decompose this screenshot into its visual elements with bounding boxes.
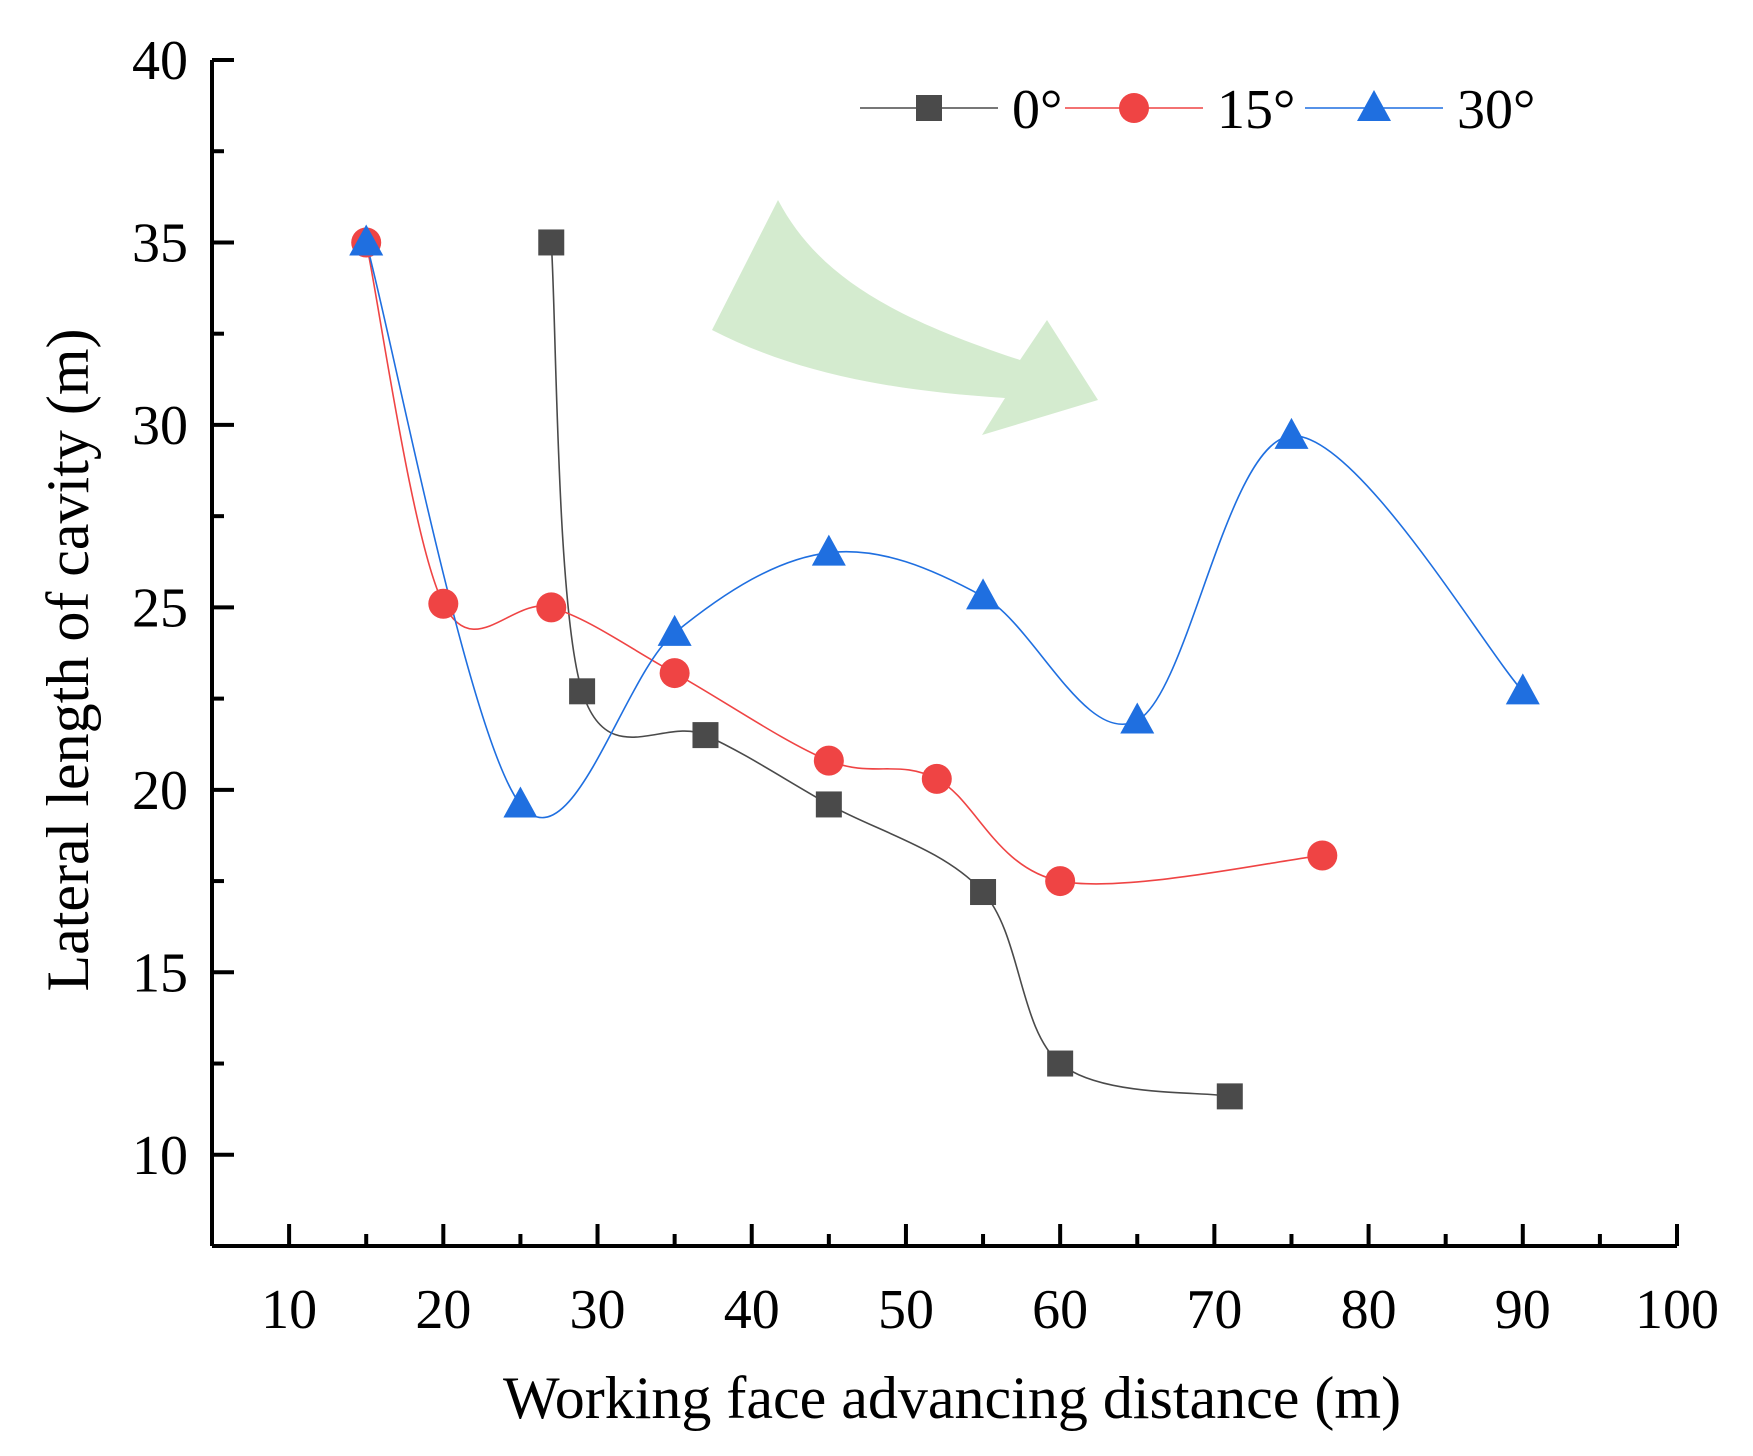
y-tick-label: 40 <box>132 30 188 92</box>
data-point-circle <box>1045 866 1076 897</box>
y-tick-label: 10 <box>132 1125 188 1187</box>
axes: 10 20 30 40 50 60 70 80 90 100 10 15 20 25 30 35 40 <box>132 30 1719 1341</box>
x-tick-label: 30 <box>570 1279 626 1341</box>
x-tick-label: 50 <box>878 1279 934 1341</box>
data-point-square <box>569 678 596 705</box>
data-point-circle <box>659 658 690 689</box>
x-tick-label: 60 <box>1032 1279 1088 1341</box>
legend-marker-circle <box>1119 93 1149 123</box>
curved-arrow-icon <box>712 200 1098 435</box>
data-point-triangle <box>503 786 538 818</box>
x-tick-label: 80 <box>1341 1279 1397 1341</box>
data-point-square <box>692 722 719 749</box>
data-markers <box>349 224 1540 1110</box>
data-point-square <box>815 791 842 818</box>
data-point-circle <box>921 763 952 794</box>
data-point-triangle <box>1120 702 1155 734</box>
data-point-circle <box>536 592 567 623</box>
data-point-triangle <box>966 578 1001 610</box>
data-point-triangle <box>1505 673 1540 705</box>
data-point-square <box>1047 1050 1074 1077</box>
y-tick-label: 15 <box>132 942 188 1004</box>
legend: 0° 15° 30° <box>860 79 1535 141</box>
data-point-circle <box>1307 840 1338 871</box>
x-tick-label: 70 <box>1186 1279 1242 1341</box>
y-tick-label: 20 <box>132 760 188 822</box>
y-axis-title: Lateral length of cavity (m) <box>35 328 101 991</box>
y-tick-label: 35 <box>132 212 188 274</box>
data-point-triangle <box>349 224 384 256</box>
data-point-square <box>970 879 997 906</box>
legend-marker-square <box>916 95 942 121</box>
y-tick-label: 25 <box>132 577 188 639</box>
legend-label: 15° <box>1217 79 1295 141</box>
data-point-circle <box>428 588 459 619</box>
legend-label: 30° <box>1457 79 1535 141</box>
x-tick-label: 100 <box>1635 1279 1719 1341</box>
x-tick-label: 10 <box>261 1279 317 1341</box>
x-axis-title: Working face advancing distance (m) <box>503 1365 1401 1431</box>
legend-marker-triangle <box>1357 90 1391 121</box>
data-point-square <box>538 229 565 256</box>
data-point-triangle <box>1274 417 1309 449</box>
x-tick-label: 20 <box>415 1279 471 1341</box>
y-tick-label: 30 <box>132 395 188 457</box>
series-curve-2 <box>365 242 1524 819</box>
data-point-triangle <box>811 534 846 566</box>
arrow-annotation-layer <box>712 200 1098 435</box>
data-point-circle <box>813 745 844 776</box>
x-tick-label: 90 <box>1495 1279 1551 1341</box>
data-point-triangle <box>657 614 692 646</box>
x-tick-label: 40 <box>724 1279 780 1341</box>
data-point-square <box>1216 1083 1243 1110</box>
legend-label: 0° <box>1012 79 1062 141</box>
